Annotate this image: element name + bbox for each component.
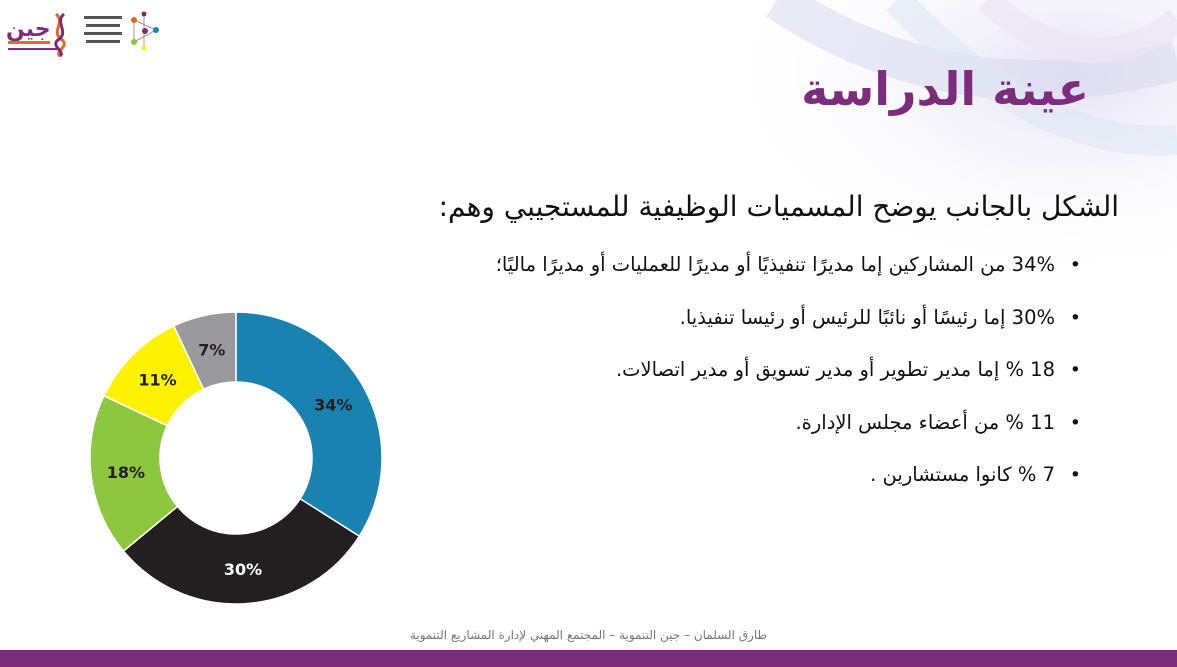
logos: جين — [6, 11, 159, 58]
donut-slice-0 — [235, 312, 383, 538]
slice-label-1: 30% — [224, 560, 262, 579]
list-item: 34% من المشاركين إما مديرًا تنفيذيًا أو … — [496, 252, 1082, 305]
jeen-dna-logo-icon: جين — [6, 12, 66, 58]
list-item: 7 % كانوا مستشارين . — [496, 462, 1081, 515]
slice-label-2: 18% — [107, 463, 145, 482]
subtitle: الشكل بالجانب يوضح المسميات الوظيفية للم… — [438, 190, 1119, 223]
donut-slice-4 — [172, 312, 237, 391]
list-item: 30% إما رئيسًا أو نائبًا للرئيس أو رئيسا… — [496, 305, 1082, 358]
list-item: 11 % من أعضاء مجلس الإدارة. — [496, 410, 1081, 463]
network-logo-icon — [84, 11, 159, 51]
bullet-list: 34% من المشاركين إما مديرًا تنفيذيًا أو … — [496, 252, 1082, 515]
bottom-bar — [0, 650, 1177, 667]
svg-text:جين: جين — [6, 17, 51, 42]
donut-slice-2 — [89, 394, 179, 553]
slice-label-3: 11% — [138, 371, 176, 390]
page-title: عينة الدراسة — [801, 62, 1089, 116]
background-decoration — [657, 0, 1177, 300]
slice-label-0: 34% — [314, 396, 352, 415]
footer-text: طارق السلمان – جين التنموية – المجتمع ال… — [409, 628, 768, 642]
slice-label-4: 7% — [198, 341, 225, 360]
donut-chart: 34% 30% 18% 11% 7% — [89, 312, 383, 604]
donut-slice-1 — [122, 497, 361, 604]
list-item: 18 % إما مدير تطوير أو مدير تسويق أو مدي… — [496, 357, 1081, 410]
